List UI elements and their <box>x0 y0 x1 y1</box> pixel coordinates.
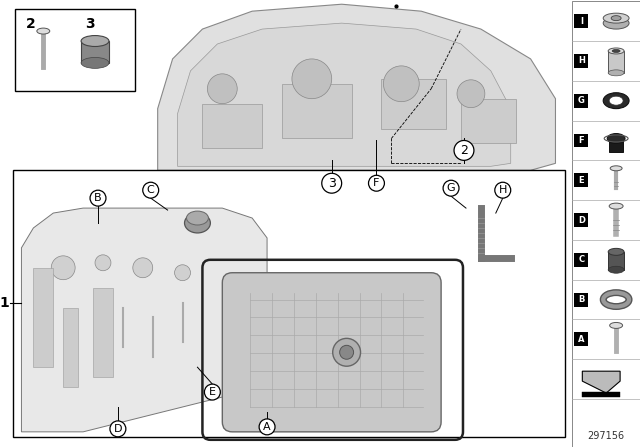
Circle shape <box>95 255 111 271</box>
Ellipse shape <box>81 57 109 69</box>
Bar <box>574 14 588 28</box>
Bar <box>574 253 588 267</box>
Text: 2: 2 <box>460 144 468 157</box>
Ellipse shape <box>608 70 624 76</box>
Circle shape <box>322 173 342 193</box>
Circle shape <box>51 256 75 280</box>
Text: 2: 2 <box>26 17 35 31</box>
Circle shape <box>133 258 153 278</box>
Circle shape <box>207 74 237 103</box>
Ellipse shape <box>604 17 629 29</box>
Circle shape <box>175 265 191 281</box>
Ellipse shape <box>610 166 622 171</box>
Ellipse shape <box>610 323 623 328</box>
Bar <box>574 173 588 187</box>
Text: 297156: 297156 <box>588 431 625 441</box>
Bar <box>608 252 624 270</box>
Circle shape <box>340 345 353 359</box>
Ellipse shape <box>37 28 50 34</box>
Circle shape <box>204 384 220 400</box>
Bar <box>202 103 262 148</box>
Ellipse shape <box>608 266 624 273</box>
Circle shape <box>110 421 126 437</box>
Text: H: H <box>499 185 507 195</box>
Text: 3: 3 <box>328 177 335 190</box>
Text: F: F <box>373 178 380 188</box>
Ellipse shape <box>608 248 624 255</box>
Bar <box>15 9 135 91</box>
Polygon shape <box>21 208 267 432</box>
Text: 3: 3 <box>85 17 95 31</box>
Circle shape <box>333 338 360 366</box>
Ellipse shape <box>604 93 629 108</box>
Text: 1: 1 <box>0 296 10 310</box>
Bar <box>574 293 588 306</box>
Ellipse shape <box>186 211 209 225</box>
Bar <box>574 94 588 108</box>
Text: F: F <box>579 136 584 145</box>
Text: A: A <box>263 422 271 432</box>
Text: B: B <box>94 193 102 203</box>
Text: E: E <box>209 387 216 397</box>
Circle shape <box>143 182 159 198</box>
Text: G: G <box>447 183 456 193</box>
Text: A: A <box>578 335 584 344</box>
Polygon shape <box>157 4 556 170</box>
Circle shape <box>454 141 474 160</box>
Text: D: D <box>114 424 122 434</box>
Bar <box>33 268 53 367</box>
Circle shape <box>292 59 332 99</box>
Text: B: B <box>578 295 584 304</box>
Bar <box>13 170 565 437</box>
Bar <box>63 307 78 387</box>
Ellipse shape <box>604 13 629 23</box>
Ellipse shape <box>611 16 621 21</box>
Circle shape <box>457 80 485 108</box>
Circle shape <box>443 180 459 196</box>
Bar <box>582 392 620 397</box>
Circle shape <box>383 66 419 102</box>
Circle shape <box>259 419 275 435</box>
Ellipse shape <box>607 134 625 143</box>
Bar <box>574 54 588 68</box>
Ellipse shape <box>81 35 109 47</box>
Text: E: E <box>579 176 584 185</box>
Text: I: I <box>580 17 583 26</box>
Ellipse shape <box>184 213 211 233</box>
Circle shape <box>369 175 385 191</box>
Ellipse shape <box>612 49 620 52</box>
Bar <box>93 288 113 377</box>
Bar <box>381 79 446 129</box>
Ellipse shape <box>609 96 623 105</box>
Text: G: G <box>578 96 585 105</box>
Text: C: C <box>579 255 584 264</box>
Bar <box>461 99 516 143</box>
Bar <box>574 134 588 147</box>
Polygon shape <box>582 371 620 393</box>
FancyBboxPatch shape <box>222 273 441 432</box>
Bar <box>282 84 351 138</box>
Bar <box>609 138 623 152</box>
Polygon shape <box>177 23 511 166</box>
Ellipse shape <box>608 48 624 54</box>
Circle shape <box>495 182 511 198</box>
Ellipse shape <box>609 203 623 209</box>
Circle shape <box>90 190 106 206</box>
Text: H: H <box>578 56 585 65</box>
Bar <box>574 213 588 227</box>
Text: C: C <box>147 185 155 195</box>
Text: D: D <box>578 215 585 224</box>
Bar <box>574 332 588 346</box>
Bar <box>608 51 624 73</box>
Bar <box>572 1 640 447</box>
Bar <box>81 41 109 63</box>
